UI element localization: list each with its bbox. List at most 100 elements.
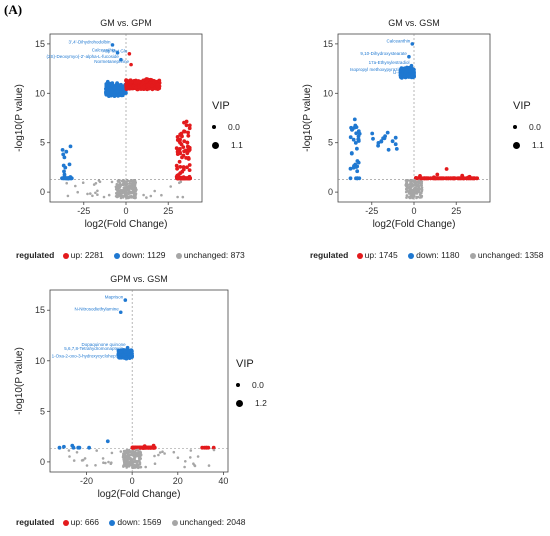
annotated-point: [410, 42, 415, 46]
point-annotation: 3',4'-Dihydrohodolbin: [68, 39, 110, 44]
data-point-unchanged: [420, 194, 423, 198]
data-point-up: [452, 176, 457, 181]
data-point-unchanged: [411, 195, 414, 199]
chart-title: GM vs. GSM: [388, 18, 440, 28]
data-point-down: [385, 130, 390, 135]
data-point-unchanged: [104, 461, 107, 465]
data-point-up: [185, 165, 189, 170]
data-point-unchanged: [183, 465, 186, 469]
data-point-up: [182, 149, 187, 154]
data-point-unchanged: [115, 187, 118, 191]
data-point-unchanged: [122, 452, 125, 455]
data-point-unchanged: [117, 183, 121, 187]
data-point-up: [178, 137, 183, 142]
annotated-point: [124, 356, 129, 361]
data-point-unchanged: [153, 462, 157, 465]
data-point-unchanged: [131, 465, 134, 469]
data-point-up: [145, 83, 150, 88]
y-tick-label: 5: [40, 406, 45, 416]
data-point-down: [371, 136, 375, 141]
data-point-unchanged: [74, 184, 77, 188]
point-annotation: 17a-Ethynylestradiol: [369, 60, 410, 65]
legend-up: up: 666: [70, 517, 100, 527]
annotated-point: [115, 50, 120, 55]
data-point-up: [142, 445, 147, 450]
data-point-down: [62, 155, 67, 160]
data-point-unchanged: [83, 457, 87, 460]
regulated-legend-title: regulated: [16, 517, 55, 527]
data-point-down: [376, 141, 381, 145]
data-point-unchanged: [410, 185, 413, 188]
data-point-unchanged: [116, 191, 119, 195]
data-point-unchanged: [178, 181, 181, 185]
data-point-unchanged: [407, 191, 411, 195]
data-point-up: [430, 176, 435, 181]
regulated-legend-title: regulated: [310, 250, 349, 260]
data-point-up: [127, 85, 132, 89]
data-point-unchanged: [128, 187, 132, 190]
data-point-down: [62, 444, 66, 449]
y-tick-label: 10: [35, 88, 45, 98]
data-point-unchanged: [126, 461, 130, 465]
data-point-unchanged: [124, 189, 127, 192]
data-point-unchanged: [145, 196, 148, 199]
vip-large-dot: [513, 141, 520, 149]
data-point-unchanged: [75, 451, 79, 454]
data-point-up: [444, 167, 449, 171]
data-point-up: [141, 81, 145, 85]
data-point-unchanged: [127, 450, 131, 454]
data-point-down: [355, 169, 360, 174]
data-point-up: [211, 445, 216, 450]
point-annotation: Dopaquinone quinone: [82, 342, 127, 347]
data-point-unchanged: [410, 182, 414, 186]
data-point-unchanged: [127, 191, 130, 195]
data-point-unchanged: [134, 454, 137, 458]
data-point-unchanged: [107, 460, 110, 464]
data-point-unchanged: [405, 188, 408, 191]
point-annotation: Asp Met Glu: [103, 48, 128, 53]
x-tick-label: 20: [173, 476, 183, 486]
data-point-down: [379, 139, 384, 144]
data-point-up: [440, 176, 444, 181]
y-tick-label: 10: [323, 88, 333, 98]
data-point-down: [390, 139, 395, 144]
data-point-unchanged: [176, 456, 180, 459]
data-point-unchanged: [102, 195, 106, 199]
data-point-unchanged: [153, 189, 156, 193]
data-point-unchanged: [122, 179, 126, 182]
data-point-unchanged: [136, 451, 139, 454]
y-tick-label: 5: [328, 138, 333, 148]
volcano-plot-gm-vs-gpm: GM vs. GPM -25 0 25 0 5 10 15 log2(Fold Change) -…: [14, 18, 203, 230]
data-point-up: [181, 176, 185, 181]
y-tick-label: 0: [40, 187, 45, 197]
data-point-down: [61, 176, 65, 181]
x-tick-label: 25: [451, 206, 461, 216]
data-point-unchanged: [121, 191, 124, 195]
data-point-down: [108, 87, 112, 92]
data-point-unchanged: [405, 196, 408, 199]
data-point-unchanged: [136, 466, 140, 470]
chart-title: GM vs. GPM: [100, 18, 152, 28]
annotated-point: [129, 62, 133, 67]
data-point-unchanged: [127, 454, 130, 458]
data-point-unchanged: [142, 193, 145, 197]
data-point-up: [185, 140, 190, 145]
data-point-unchanged: [160, 193, 163, 197]
data-point-down: [393, 135, 398, 140]
volcano-plot-gm-vs-gsm: GM vs. GSM -25 0 25 0 5 10 15 log2(Fold Change) -…: [302, 18, 491, 230]
data-point-unchanged: [110, 461, 113, 464]
vip-small-dot: [236, 383, 240, 387]
y-tick-label: 15: [35, 305, 45, 315]
data-point-up: [434, 176, 438, 181]
data-point-unchanged: [122, 188, 125, 192]
data-point-unchanged: [65, 181, 68, 185]
volcano-plot-gpm-vs-gsm: GPM vs. GSM -20 0 20 40 0 5 10 15 log2(Fold Chang…: [14, 274, 228, 500]
vip-large-dot: [236, 399, 243, 407]
legend-unchanged: unchanged: 1358: [477, 250, 544, 260]
data-point-up: [186, 176, 191, 181]
data-point-unchanged: [68, 455, 71, 458]
vip-legend-title: VIP: [212, 100, 230, 112]
data-point-down: [112, 86, 117, 90]
data-point-unchanged: [91, 194, 94, 198]
regulated-legend: regulated up: 1745 down: 1180 unchanged:…: [310, 250, 550, 260]
